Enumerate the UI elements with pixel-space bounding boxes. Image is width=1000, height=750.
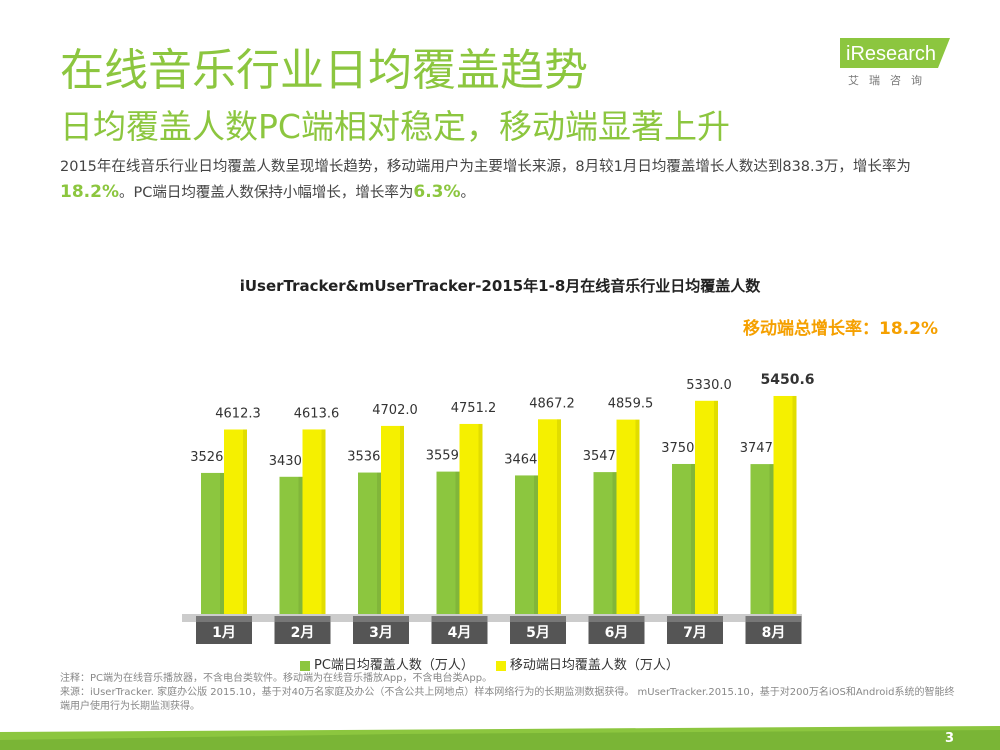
category-label-3: 3月 xyxy=(369,625,393,641)
logo-subtext: 艾瑞咨询 xyxy=(848,74,932,87)
summary-rate-2: 6.3% xyxy=(413,182,461,202)
bar-pc-2 xyxy=(279,476,303,614)
bar-mobile-4 xyxy=(459,423,483,614)
chart-title: iUserTracker&mUserTracker-2015年1-8月在线音乐行… xyxy=(239,277,761,295)
bar-pc-4 xyxy=(436,471,460,614)
bar-mobile-6 xyxy=(616,419,640,614)
iresearch-logo: iResearch xyxy=(840,38,950,68)
notes: 注释：PC端为在线音乐播放器，不含电台类软件。移动端为在线音乐播放App，不含电… xyxy=(60,672,960,714)
category-label-2: 2月 xyxy=(291,625,315,641)
legend-label-pc: PC端日均覆盖人数（万人） xyxy=(314,658,474,673)
bar-pc-8 xyxy=(750,464,774,614)
bar-pc-6 xyxy=(593,472,617,614)
bar-shade xyxy=(400,425,404,614)
bar-pc-5 xyxy=(515,475,538,614)
category-box-top xyxy=(431,616,488,622)
category-box-top xyxy=(745,616,802,622)
bar-shade xyxy=(635,419,640,614)
chart-legend: PC端日均覆盖人数（万人） 移动端日均覆盖人数（万人） xyxy=(300,654,679,673)
summary-rate-1: 18.2% xyxy=(60,182,119,202)
data-label-mobile-5: 4867.2 xyxy=(529,396,575,411)
legend-label-mobile: 移动端日均覆盖人数（万人） xyxy=(509,658,679,673)
footer-bar xyxy=(0,726,1000,750)
bar-shade xyxy=(321,429,326,614)
category-box-top xyxy=(196,616,252,622)
bar-mobile-2 xyxy=(302,429,326,614)
category-box-top xyxy=(274,616,331,622)
category-label-6: 6月 xyxy=(605,625,629,641)
note-2: 来源：iUserTracker. 家庭办公版 2015.10，基于对40万名家庭… xyxy=(60,687,955,712)
bar-shade xyxy=(612,472,617,614)
bar-shade xyxy=(769,464,774,614)
legend-item-mobile: 移动端日均覆盖人数（万人） xyxy=(495,654,679,673)
category-label-8: 8月 xyxy=(762,625,786,641)
category-box-top xyxy=(588,616,645,622)
legend-swatch-pc xyxy=(300,660,310,671)
bar-shade xyxy=(455,471,460,614)
bar-shade xyxy=(691,463,695,614)
data-label-mobile-4: 4751.2 xyxy=(451,401,497,416)
bar-mobile-5 xyxy=(538,419,561,614)
bar-shade xyxy=(478,423,483,614)
bar-pc-1 xyxy=(201,472,224,614)
category-label-1: 1月 xyxy=(212,625,236,641)
summary-part-3: 。 xyxy=(460,185,476,201)
summary-text: 2015年在线音乐行业日均覆盖人数呈现增长趋势，移动端用户为主要增长来源，8月较… xyxy=(60,155,940,206)
bar-mobile-3 xyxy=(381,425,404,614)
bar-shade xyxy=(220,472,224,614)
data-label-mobile-2: 4613.6 xyxy=(294,406,340,421)
data-label-mobile-1: 4612.3 xyxy=(215,407,261,422)
page-number: 3 xyxy=(944,731,954,746)
bar-shade xyxy=(714,400,718,614)
bar-shade xyxy=(557,419,561,614)
bar-mobile-7 xyxy=(695,400,718,614)
category-label-5: 5月 xyxy=(526,625,550,641)
bar-shade xyxy=(377,472,381,614)
summary-part-2: 。PC端日均覆盖人数保持小幅增长，增长率为 xyxy=(118,185,414,201)
bar-shade xyxy=(298,476,303,614)
bar-mobile-1 xyxy=(224,429,247,614)
legend-swatch-mobile xyxy=(495,660,506,671)
category-label-7: 7月 xyxy=(683,625,707,641)
category-box-top xyxy=(667,616,723,622)
logo-brand-text: iResearch xyxy=(846,43,936,65)
growth-label: 移动端总增长率：18.2% xyxy=(743,319,938,339)
bar-shade xyxy=(243,429,247,614)
category-label-4: 4月 xyxy=(448,625,472,641)
chart-base xyxy=(182,614,802,622)
data-label-mobile-3: 4702.0 xyxy=(372,403,418,418)
page-title: 在线音乐行业日均覆盖趋势 xyxy=(60,45,588,96)
data-label-mobile-7: 5330.0 xyxy=(686,378,732,393)
summary-part-1: 2015年在线音乐行业日均覆盖人数呈现增长趋势，移动端用户为主要增长来源，8月较… xyxy=(60,159,911,175)
data-label-mobile-8: 5450.6 xyxy=(760,372,814,388)
category-box-top xyxy=(353,616,409,622)
bar-shade xyxy=(534,475,538,614)
note-1: 注释：PC端为在线音乐播放器，不含电台类软件。移动端为在线音乐播放App，不含电… xyxy=(60,673,493,684)
data-label-mobile-6: 4859.5 xyxy=(608,397,654,412)
category-box-top xyxy=(510,616,566,622)
bar-pc-7 xyxy=(672,463,695,614)
legend-item-pc: PC端日均覆盖人数（万人） xyxy=(300,654,474,673)
page-subtitle: 日均覆盖人数PC端相对稳定，移动端显著上升 xyxy=(60,107,730,146)
bar-shade xyxy=(792,395,797,614)
bar-mobile-8 xyxy=(773,395,797,614)
bar-pc-3 xyxy=(358,472,381,614)
